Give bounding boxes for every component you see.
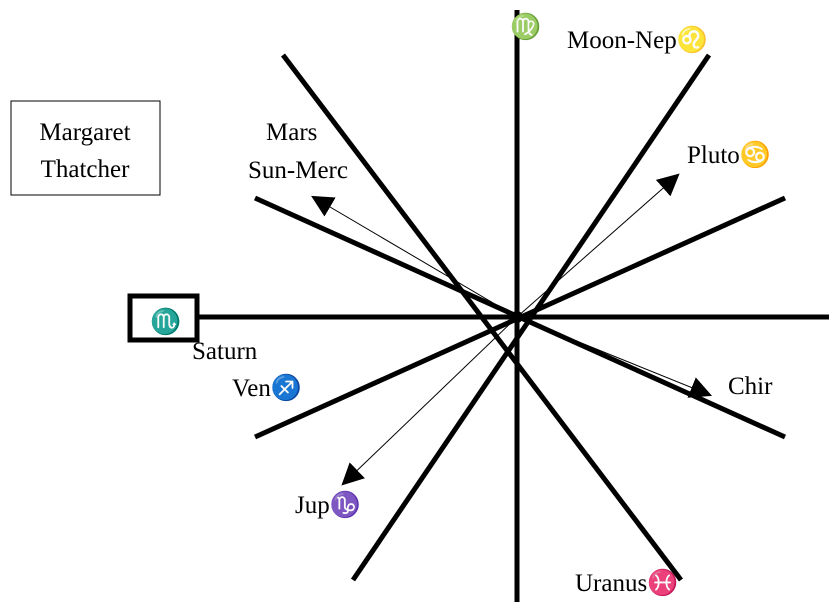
title-line: Thatcher (41, 156, 131, 183)
sign-box (127, 293, 200, 343)
axis-line (281, 53, 683, 582)
arrow (341, 316, 518, 486)
sign-label: ♏ (150, 307, 181, 336)
arrow (311, 195, 518, 318)
arrow (516, 173, 680, 318)
title-line: Margaret (39, 119, 130, 146)
planet-label: Uranus♓ (575, 568, 678, 597)
planet-label: Ven♐ (232, 373, 302, 402)
planet-label: Pluto♋ (687, 140, 771, 169)
arrow (516, 316, 713, 398)
planet-label: Mars (266, 119, 317, 146)
planet-label: Jup♑ (295, 490, 361, 519)
planet-label: Moon-Nep♌ (567, 25, 708, 54)
center (511, 311, 523, 323)
planet-label: Sun-Merc (248, 157, 348, 184)
planet-label: Saturn (192, 338, 258, 365)
sign-label: ♍ (510, 12, 541, 41)
axis-line (350, 53, 712, 582)
planet-label: Chir (728, 373, 773, 400)
title-box (10, 100, 161, 196)
